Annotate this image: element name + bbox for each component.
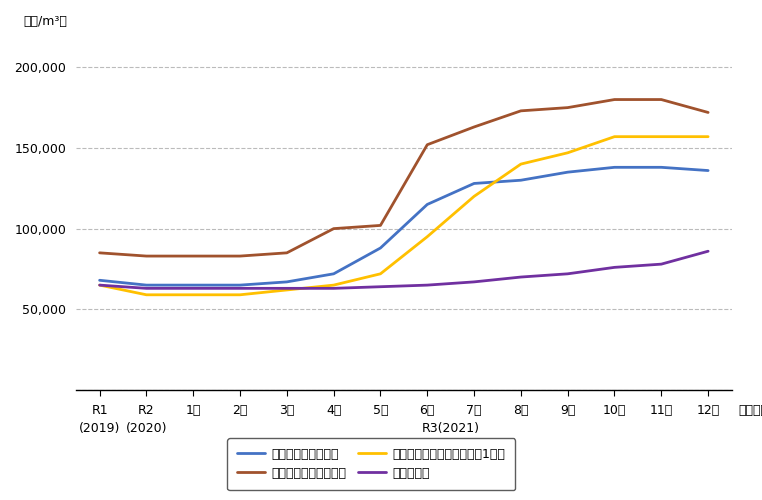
ヒノキ正角（乾燥材） bbox=[657, 96, 666, 102]
スギ正角（乾燥材） bbox=[329, 271, 338, 277]
スギ正角（乾燥材） bbox=[95, 278, 104, 283]
ヒノキ正角（乾燥材） bbox=[189, 253, 198, 259]
Text: 8月: 8月 bbox=[513, 404, 529, 417]
スギ正角（乾燥材） bbox=[189, 282, 198, 288]
スギ正角（乾燥材） bbox=[610, 164, 619, 170]
针葉樹合板 bbox=[142, 286, 151, 292]
Text: (2019): (2019) bbox=[79, 422, 120, 435]
スギ正角（乾燥材） bbox=[563, 169, 572, 175]
针葉樹合板 bbox=[329, 286, 338, 292]
针葉樹合板 bbox=[703, 248, 712, 254]
Text: 12月: 12月 bbox=[696, 404, 720, 417]
ホワイトウッド集成管柱（1等） bbox=[282, 287, 291, 293]
ホワイトウッド集成管柱（1等） bbox=[563, 150, 572, 156]
ヒノキ正角（乾燥材） bbox=[423, 142, 432, 148]
Line: ヒノキ正角（乾燥材）: ヒノキ正角（乾燥材） bbox=[100, 100, 708, 256]
Text: 10月: 10月 bbox=[603, 404, 626, 417]
ホワイトウッド集成管柱（1等） bbox=[517, 161, 526, 167]
针葉樹合板 bbox=[282, 286, 291, 292]
ヒノキ正角（乾燥材） bbox=[610, 96, 619, 102]
ホワイトウッド集成管柱（1等） bbox=[95, 282, 104, 288]
ヒノキ正角（乾燥材） bbox=[329, 226, 338, 232]
针葉樹合板 bbox=[563, 271, 572, 277]
スギ正角（乾燥材） bbox=[235, 282, 245, 288]
Text: R1: R1 bbox=[91, 404, 108, 417]
针葉樹合板 bbox=[95, 282, 104, 288]
ヒノキ正角（乾燥材） bbox=[95, 250, 104, 256]
スギ正角（乾燥材） bbox=[423, 202, 432, 207]
ホワイトウッド集成管柱（1等） bbox=[469, 194, 479, 200]
ヒノキ正角（乾燥材） bbox=[469, 124, 479, 130]
Text: 6月: 6月 bbox=[420, 404, 435, 417]
Text: R2: R2 bbox=[138, 404, 155, 417]
ヒノキ正角（乾燥材） bbox=[282, 250, 291, 256]
针葉樹合板 bbox=[189, 286, 198, 292]
ヒノキ正角（乾燥材） bbox=[235, 253, 245, 259]
Text: 9月: 9月 bbox=[560, 404, 575, 417]
针葉樹合板 bbox=[423, 282, 432, 288]
Text: 3月: 3月 bbox=[279, 404, 295, 417]
Line: 针葉樹合板: 针葉樹合板 bbox=[100, 251, 708, 288]
Text: （年月）: （年月） bbox=[738, 404, 762, 417]
ホワイトウッド集成管柱（1等） bbox=[329, 282, 338, 288]
针葉樹合板 bbox=[235, 286, 245, 292]
Text: 5月: 5月 bbox=[373, 404, 388, 417]
针葉樹合板 bbox=[610, 264, 619, 270]
ホワイトウッド集成管柱（1等） bbox=[703, 134, 712, 140]
针葉樹合板 bbox=[517, 274, 526, 280]
ホワイトウッド集成管柱（1等） bbox=[376, 271, 385, 277]
ヒノキ正角（乾燥材） bbox=[703, 110, 712, 116]
Text: 1月: 1月 bbox=[185, 404, 201, 417]
ヒノキ正角（乾燥材） bbox=[517, 108, 526, 114]
ヒノキ正角（乾燥材） bbox=[376, 222, 385, 228]
Text: 11月: 11月 bbox=[650, 404, 673, 417]
Legend: スギ正角（乾燥材）, ヒノキ正角（乾燥材）, ホワイトウッド集成管柱（1等）, 针葉樹合板: スギ正角（乾燥材）, ヒノキ正角（乾燥材）, ホワイトウッド集成管柱（1等）, … bbox=[227, 438, 515, 490]
Text: (2020): (2020) bbox=[126, 422, 167, 435]
Text: 2月: 2月 bbox=[232, 404, 248, 417]
スギ正角（乾燥材） bbox=[376, 245, 385, 251]
Line: ホワイトウッド集成管柱（1等）: ホワイトウッド集成管柱（1等） bbox=[100, 136, 708, 295]
スギ正角（乾燥材） bbox=[282, 279, 291, 285]
Text: 4月: 4月 bbox=[326, 404, 341, 417]
スギ正角（乾燥材） bbox=[469, 180, 479, 186]
ホワイトウッド集成管柱（1等） bbox=[189, 292, 198, 298]
スギ正角（乾燥材） bbox=[142, 282, 151, 288]
Text: R3(2021): R3(2021) bbox=[421, 422, 479, 435]
Text: 7月: 7月 bbox=[466, 404, 482, 417]
ホワイトウッド集成管柱（1等） bbox=[657, 134, 666, 140]
ホワイトウッド集成管柱（1等） bbox=[142, 292, 151, 298]
ホワイトウッド集成管柱（1等） bbox=[610, 134, 619, 140]
ホワイトウッド集成管柱（1等） bbox=[235, 292, 245, 298]
针葉樹合板 bbox=[376, 284, 385, 290]
スギ正角（乾燥材） bbox=[657, 164, 666, 170]
针葉樹合板 bbox=[657, 261, 666, 267]
针葉樹合板 bbox=[469, 279, 479, 285]
ホワイトウッド集成管柱（1等） bbox=[423, 234, 432, 239]
Line: スギ正角（乾燥材）: スギ正角（乾燥材） bbox=[100, 168, 708, 285]
スギ正角（乾燥材） bbox=[517, 177, 526, 183]
ヒノキ正角（乾燥材） bbox=[563, 104, 572, 110]
スギ正角（乾燥材） bbox=[703, 168, 712, 173]
ヒノキ正角（乾燥材） bbox=[142, 253, 151, 259]
Text: （円/m³）: （円/m³） bbox=[24, 15, 68, 28]
